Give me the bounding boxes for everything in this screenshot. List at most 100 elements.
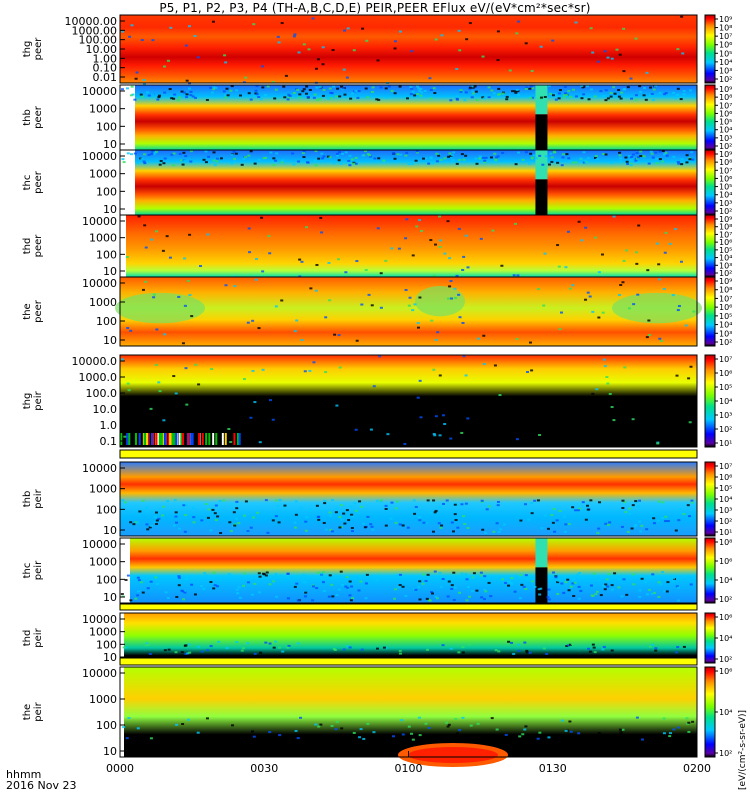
noise-speckle [634, 98, 638, 101]
noise-speckle [637, 520, 641, 523]
data-gap-start [120, 150, 135, 215]
noise-speckle [538, 433, 542, 436]
noise-speckle [145, 523, 149, 526]
noise-speckle [457, 227, 461, 230]
y-tick-label: 1000 [89, 483, 117, 496]
noise-speckle [471, 90, 475, 93]
noise-speckle [229, 530, 233, 533]
noise-speckle [183, 304, 187, 307]
noise-speckle [622, 734, 626, 737]
noise-speckle [274, 573, 278, 576]
noise-speckle [411, 254, 415, 257]
noise-speckle [184, 504, 188, 507]
noise-speckle [636, 161, 640, 164]
noise-speckle [225, 647, 229, 650]
noise-speckle [237, 586, 241, 589]
noise-speckle [373, 157, 377, 160]
noise-speckle [589, 499, 593, 502]
noise-speckle [664, 231, 668, 234]
noise-speckle [690, 501, 694, 504]
noise-speckle [295, 319, 299, 322]
noise-speckle [591, 310, 595, 313]
noise-speckle [417, 219, 421, 222]
noise-speckle [471, 86, 475, 89]
noise-speckle [620, 595, 624, 598]
data-gap-start [120, 85, 135, 150]
noise-speckle [496, 30, 500, 33]
noise-speckle [644, 581, 648, 584]
low-energy-stripe [161, 433, 164, 445]
data-gap-start [120, 667, 124, 757]
noise-speckle [437, 154, 441, 157]
noise-speckle [379, 272, 383, 275]
noise-speckle [184, 644, 188, 647]
noise-speckle [348, 154, 352, 157]
y-axis-label: thb [22, 491, 33, 508]
colorbar-tick-label: 10² [719, 207, 732, 216]
colorbar-tick-label: 10⁸ [719, 286, 732, 295]
low-energy-stripe [143, 433, 146, 445]
noise-speckle [278, 499, 282, 502]
noise-speckle [550, 514, 554, 517]
noise-speckle [313, 93, 317, 96]
noise-speckle [420, 91, 424, 94]
noise-speckle [462, 255, 466, 258]
noise-speckle [276, 35, 280, 38]
noise-speckle [501, 578, 505, 581]
noise-speckle [182, 598, 186, 601]
noise-speckle [305, 516, 309, 519]
colorbar-tick-label: 10⁶ [719, 613, 732, 622]
noise-speckle [675, 374, 679, 377]
noise-speckle [561, 719, 565, 722]
noise-speckle [350, 158, 354, 161]
colorbar-tick-label: 10⁵ [719, 383, 732, 392]
noise-speckle [142, 160, 146, 163]
noise-speckle [432, 87, 436, 90]
noise-speckle [467, 586, 471, 589]
noise-speckle [662, 287, 666, 290]
noise-speckle [411, 309, 415, 312]
noise-speckle [531, 87, 535, 90]
noise-speckle [569, 95, 573, 98]
noise-speckle [215, 160, 219, 163]
noise-speckle [233, 523, 237, 526]
noise-speckle [598, 501, 602, 504]
noise-speckle [505, 98, 509, 101]
noise-speckle [528, 162, 532, 165]
noise-speckle [199, 265, 203, 268]
noise-speckle [677, 162, 681, 165]
noise-speckle [536, 737, 540, 740]
noise-speckle [421, 582, 425, 585]
noise-speckle [174, 651, 178, 654]
noise-speckle [493, 152, 497, 155]
y-tick-label: 10 [103, 203, 117, 216]
noise-speckle [574, 21, 578, 24]
noise-speckle [465, 599, 469, 602]
noise-speckle [136, 521, 140, 524]
noise-speckle [418, 734, 422, 737]
noise-speckle [529, 97, 533, 100]
noise-speckle [417, 586, 421, 589]
noise-speckle [453, 296, 457, 299]
noise-speckle [553, 530, 557, 533]
data-gap-marker-top [535, 538, 548, 568]
noise-speckle [194, 96, 198, 99]
low-energy-stripe [164, 433, 167, 445]
noise-speckle [440, 524, 444, 527]
noise-speckle [650, 643, 654, 646]
noise-speckle [318, 86, 322, 89]
noise-speckle [145, 642, 149, 645]
noise-speckle [464, 154, 468, 157]
noise-speckle [329, 97, 333, 100]
noise-speckle [465, 578, 469, 581]
noise-speckle [129, 94, 133, 97]
noise-speckle [174, 515, 178, 518]
noise-speckle [254, 89, 258, 92]
noise-speckle [260, 216, 264, 219]
noise-speckle [400, 719, 404, 722]
noise-speckle [606, 382, 610, 385]
noise-speckle [247, 154, 251, 157]
noise-speckle [186, 718, 190, 721]
noise-speckle [392, 735, 396, 738]
